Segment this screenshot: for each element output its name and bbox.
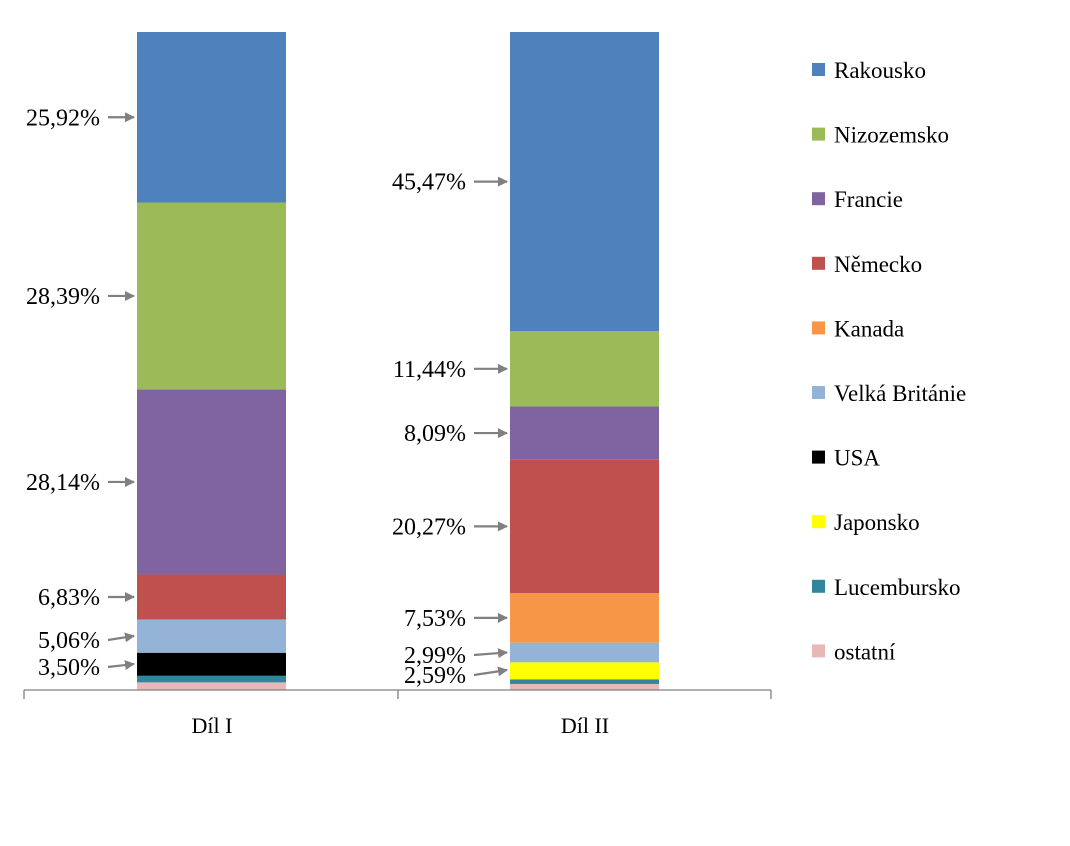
legend-swatch	[812, 256, 825, 270]
legend-item-lucembursko: Lucembursko	[812, 575, 960, 600]
legend-label: Lucembursko	[834, 575, 960, 600]
data-label: 25,92%	[26, 105, 100, 131]
data-label: 2,59%	[404, 663, 466, 689]
label-arrow	[473, 666, 508, 677]
label-arrow	[107, 632, 135, 643]
bar-segment-2-lucembursko	[510, 679, 659, 684]
legend-swatch	[812, 321, 825, 335]
legend-swatch	[812, 127, 825, 141]
data-label: 20,27%	[392, 514, 466, 540]
bar-segment-1-usa	[137, 652, 286, 676]
data-label: 3,50%	[38, 655, 100, 681]
data-label: 28,14%	[26, 470, 100, 496]
legend-label: Rakousko	[834, 58, 926, 83]
legend: Rakousko Nizozemsko Francie Německo Kanada Ve…	[812, 58, 966, 664]
bar-segment-2-nizozemsko	[510, 331, 659, 407]
data-labels-group: 25,92% 28,39% 28,14% 6,83% 5,06%3,50% 45,47% 1…	[26, 105, 508, 689]
data-label: 7,53%	[404, 606, 466, 632]
bar-segment-1-lucembursko	[137, 675, 286, 683]
data-label: 8,09%	[404, 421, 466, 447]
legend-item-velka-britanie: Velká Británie	[812, 381, 966, 406]
legend-swatch	[812, 515, 825, 529]
data-label: 11,44%	[393, 357, 466, 383]
bar-segment-2-japonsko	[510, 662, 659, 680]
legend-item-nemecko: Německo	[812, 252, 922, 277]
bars-group	[137, 32, 659, 690]
legend-swatch	[812, 192, 825, 206]
legend-item-nizozemsko: Nizozemsko	[812, 123, 949, 148]
category-label: Díl II	[561, 713, 609, 738]
bar-segment-1-nemecko	[137, 574, 286, 620]
bar-segment-2-velka-britanie	[510, 642, 659, 663]
bar-segment-1-francie	[137, 389, 286, 575]
legend-item-rakousko: Rakousko	[812, 58, 926, 83]
legend-swatch	[812, 63, 825, 76]
legend-item-usa: USA	[812, 446, 880, 471]
x-axis: Díl I Díl II	[23, 689, 772, 738]
legend-label: Německo	[834, 252, 922, 277]
bar-segment-2-francie	[510, 406, 659, 460]
bar-segment-1-velka-britanie	[137, 619, 286, 653]
legend-swatch	[812, 644, 825, 658]
bar-segment-2-kanada	[510, 593, 659, 643]
bar-segment-2-ostatni	[510, 683, 659, 690]
bar-segment-1-nizozemsko	[137, 202, 286, 390]
data-label: 45,47%	[392, 170, 466, 196]
label-arrow	[473, 648, 508, 659]
legend-swatch	[812, 579, 825, 593]
legend-swatch	[812, 450, 825, 464]
bar-segment-2-rakousko	[510, 32, 659, 332]
legend-label: Velká Británie	[834, 381, 966, 406]
data-label: 6,83%	[38, 585, 100, 611]
data-label: 2,99%	[404, 643, 466, 669]
legend-swatch	[812, 386, 825, 399]
legend-label: ostatní	[834, 639, 896, 664]
data-label: 5,06%	[38, 628, 100, 654]
bar-segment-2-nemecko	[510, 459, 659, 594]
legend-item-japonsko: Japonsko	[812, 510, 920, 535]
legend-label: Kanada	[834, 316, 904, 341]
legend-label: Francie	[834, 187, 903, 212]
bar-segment-1-ostatni	[137, 682, 286, 690]
data-label: 28,39%	[26, 284, 100, 310]
legend-label: USA	[834, 446, 880, 471]
label-arrow	[107, 660, 135, 670]
legend-item-francie: Francie	[812, 187, 903, 212]
legend-item-ostatni: ostatní	[812, 639, 896, 664]
category-label: Díl I	[192, 713, 233, 738]
legend-item-kanada: Kanada	[812, 316, 904, 341]
legend-label: Nizozemsko	[834, 123, 949, 148]
legend-label: Japonsko	[834, 510, 920, 535]
bar-segment-1-rakousko	[137, 32, 286, 203]
